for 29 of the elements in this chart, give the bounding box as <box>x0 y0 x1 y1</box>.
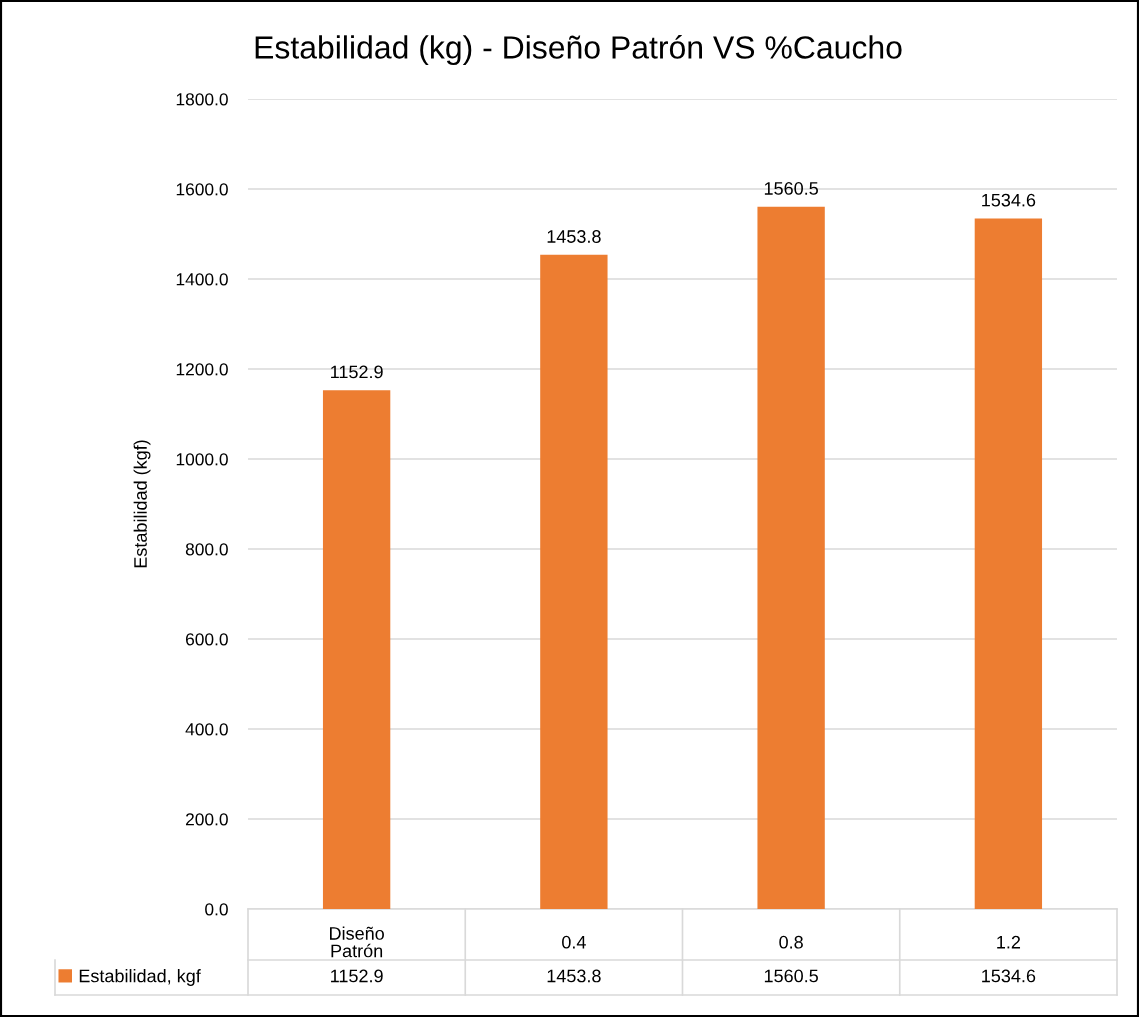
y-tick-label: 1800.0 <box>176 93 228 106</box>
y-tick-label: 1400.0 <box>176 273 228 286</box>
x-tick-label: 1.2 <box>997 935 1021 949</box>
data-label: 1534.6 <box>982 193 1036 207</box>
data-label: 1560.5 <box>764 182 818 195</box>
text: 1453.8 <box>547 969 601 983</box>
x-tick-label: 0.4 <box>562 935 586 949</box>
legend-label: Estabilidad, kgf <box>79 969 201 986</box>
text: 1152.9 <box>331 969 383 983</box>
y-tick-label: 1200.0 <box>176 363 228 376</box>
y-tick-label: 0.0 <box>205 903 228 916</box>
text: 1534.6 <box>982 969 1036 983</box>
x-tick-label: 0.8 <box>779 935 803 949</box>
data-label: 1453.8 <box>547 230 601 243</box>
bar <box>757 206 825 909</box>
y-tick-label: 600.0 <box>186 633 228 646</box>
x-tick-label: Diseño Patrón <box>330 926 384 958</box>
y-tick-label: 1000.0 <box>176 453 228 466</box>
y-tick-label: 800.0 <box>185 543 228 556</box>
y-tick-label: 1600.0 <box>176 183 228 196</box>
chart-title: Estabilidad (kg) - Diseño Patrón VS %Caucho <box>255 34 902 66</box>
text: 1560.5 <box>764 969 818 983</box>
data-label: 1152.9 <box>331 365 383 379</box>
bar <box>974 218 1043 909</box>
y-tick-label: 200.0 <box>185 813 228 826</box>
bar <box>540 254 608 909</box>
y-tick-label: 400.0 <box>185 723 228 736</box>
bar <box>322 390 391 909</box>
y-axis-title: Estabilidad (kgf) <box>133 440 151 568</box>
